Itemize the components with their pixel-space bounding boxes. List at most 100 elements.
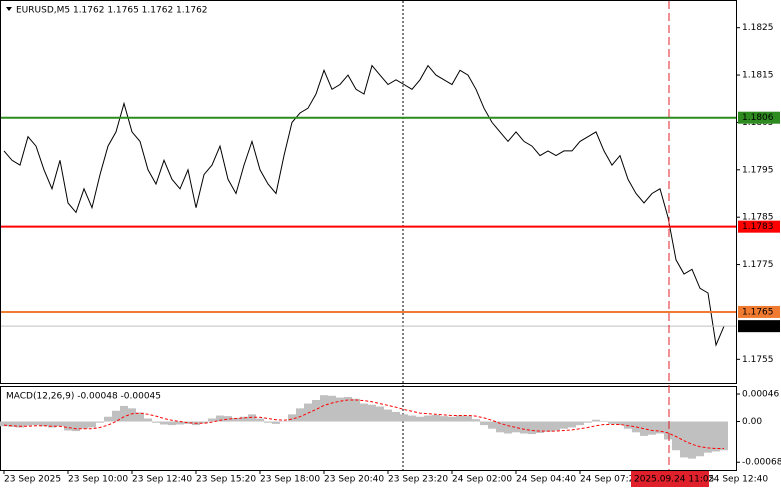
histogram-bar [88, 421, 96, 428]
histogram-bar [224, 416, 232, 422]
y-tick-label: -0.00068 [742, 458, 781, 468]
histogram-bar [616, 421, 624, 426]
histogram-bar [0, 421, 8, 427]
histogram-bar [32, 421, 40, 426]
histogram-bar [160, 421, 168, 425]
histogram-bar [408, 415, 416, 422]
histogram-bar [280, 421, 288, 423]
level-label: 1.1783 [742, 222, 774, 232]
histogram-bar [552, 421, 560, 431]
x-tick-label: 23 Sep 23:20 [388, 475, 448, 485]
histogram-bar [40, 421, 48, 427]
histogram-bar [624, 421, 632, 429]
histogram-bar [544, 421, 552, 432]
y-tick-label: 0.00 [742, 417, 762, 427]
x-tick-label: 24 Sep 02:00 [452, 475, 512, 485]
histogram-bar [112, 410, 120, 422]
histogram-bar [96, 421, 104, 423]
histogram-bar [120, 405, 128, 422]
y-tick-label: 1.1775 [742, 260, 774, 270]
histogram-bar [496, 421, 504, 433]
histogram-bar [712, 421, 720, 452]
histogram-bar [664, 421, 672, 440]
histogram-bar [200, 421, 208, 424]
histogram-bar [384, 409, 392, 422]
y-tick-label: 1.1755 [742, 355, 774, 365]
histogram-bar [464, 416, 472, 422]
signal-line [3, 399, 724, 449]
histogram-bar [704, 421, 712, 453]
histogram-bar [360, 403, 368, 422]
histogram-bar [376, 406, 384, 422]
level-label-box [738, 111, 780, 124]
histogram-bar [528, 421, 536, 435]
histogram-bar [400, 414, 408, 422]
level-label: 1.1762 [742, 322, 774, 332]
histogram-bar [256, 418, 264, 422]
histogram-bar [560, 421, 568, 429]
histogram-bar [672, 421, 680, 451]
histogram-bar [632, 421, 640, 433]
histogram-bar [536, 421, 544, 433]
histogram-bar [488, 421, 496, 429]
x-tick-label: 23 Sep 10:00 [68, 475, 128, 485]
y-tick-label: 1.1785 [742, 213, 774, 223]
histogram-bar [144, 418, 152, 422]
histogram-bar [304, 403, 312, 422]
y-tick-label: 1.1815 [742, 71, 774, 81]
level-label: 1.1806 [742, 113, 774, 123]
histogram-bar [520, 421, 528, 434]
histogram-bar [24, 421, 32, 426]
histogram-bar [576, 421, 584, 426]
x-tick-label: 24 Sep 12:40 [708, 475, 768, 485]
histogram-bar [240, 416, 248, 422]
histogram-bar [336, 397, 344, 422]
y-tick-label: 1.1825 [742, 23, 774, 33]
histogram-bar [104, 416, 112, 422]
histogram-bar [480, 421, 488, 426]
histogram-bar [232, 417, 240, 422]
x-tick-label: 23 Sep 18:00 [260, 475, 320, 485]
x-tick-label: 23 Sep 12:40 [132, 475, 192, 485]
histogram-bar [592, 419, 600, 422]
histogram-bar [264, 421, 272, 423]
histogram-bar [248, 414, 256, 422]
histogram-bar [176, 421, 184, 425]
histogram-bar [648, 421, 656, 435]
time-marker-box [631, 471, 709, 487]
x-tick-label: 24 Sep 04:40 [516, 475, 576, 485]
histogram-bar [312, 399, 320, 422]
price-line [3, 64, 725, 347]
level-label-box [738, 305, 780, 318]
histogram-bar [136, 412, 144, 422]
histogram-bar [640, 421, 648, 436]
histogram-bar [208, 418, 216, 422]
histogram-bar [80, 421, 88, 429]
price-panel [0, 0, 737, 384]
histogram-bar [448, 416, 456, 422]
histogram-bar [8, 421, 16, 427]
histogram-bar [288, 414, 296, 422]
histogram-bar [352, 398, 360, 422]
histogram-bar [696, 421, 704, 457]
macd-title: MACD(12,26,9) -0.00048 -0.00045 [6, 392, 161, 402]
histogram-bar [320, 395, 328, 422]
histogram-bar [568, 421, 576, 428]
histogram-bar [216, 415, 224, 422]
histogram-bar [504, 421, 512, 434]
histogram-bar [168, 421, 176, 426]
histogram-bar [608, 421, 616, 424]
histogram-bar [152, 421, 160, 423]
histogram-bar [656, 421, 664, 434]
x-tick-label: 24 Sep 07:20 [580, 475, 640, 485]
histogram-bar [184, 421, 192, 424]
histogram-bar [424, 415, 432, 422]
histogram-bar [72, 421, 80, 432]
level-label-box [738, 320, 780, 333]
level-label-box [738, 220, 780, 233]
histogram-bar [392, 411, 400, 422]
histogram-bar [456, 415, 464, 422]
histogram-bar [720, 421, 728, 451]
histogram-bar [344, 396, 352, 422]
